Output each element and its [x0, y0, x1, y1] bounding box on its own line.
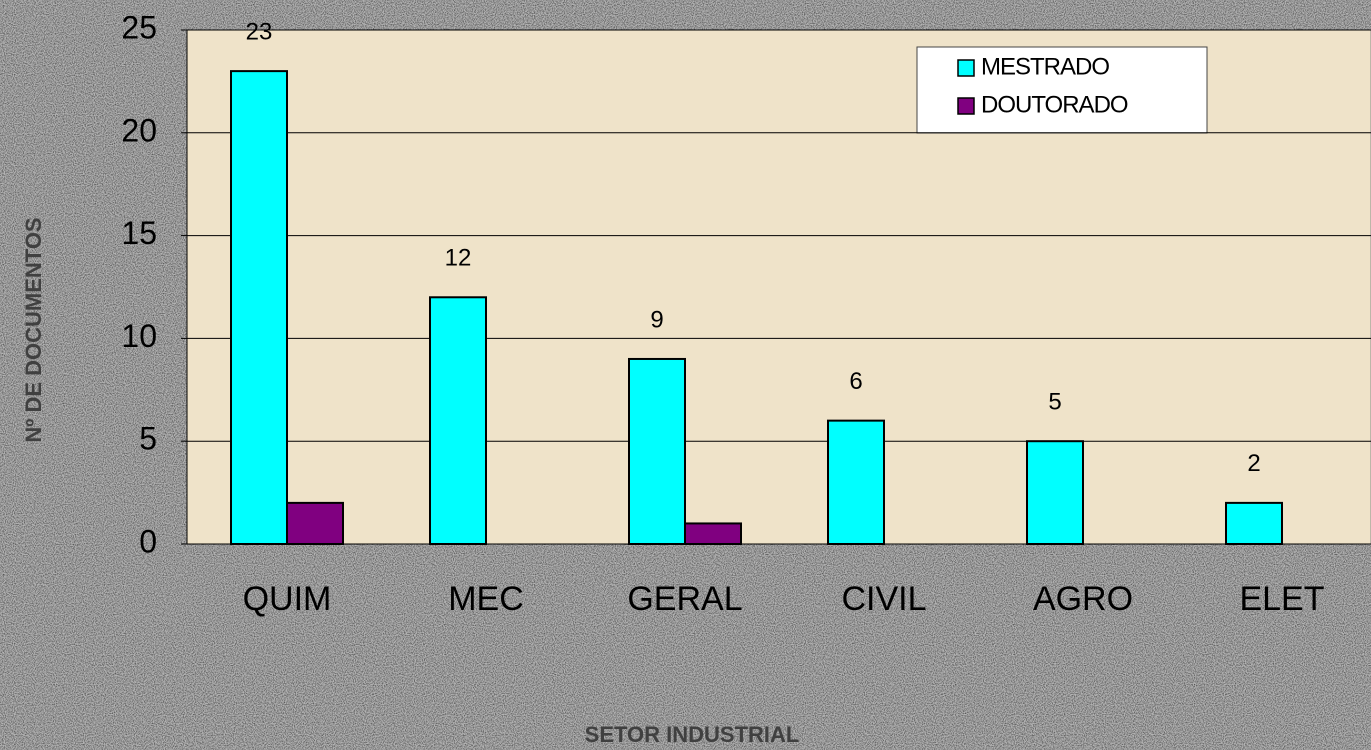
y-tick-label: 25 — [121, 9, 157, 45]
y-tick-label: 20 — [121, 112, 157, 148]
bar — [628, 357, 686, 545]
bar — [827, 419, 885, 546]
x-tick-label: QUIM — [243, 580, 332, 618]
data-label: 2 — [1247, 450, 1260, 477]
legend-swatch — [957, 97, 975, 115]
data-label: 6 — [849, 368, 862, 395]
legend: MESTRADO DOUTORADO — [916, 46, 1208, 134]
bar — [286, 501, 344, 546]
data-label: 23 — [246, 18, 273, 45]
x-tick-label: AGRO — [1033, 580, 1133, 618]
data-label: 9 — [650, 306, 663, 333]
bar — [230, 70, 288, 546]
y-tick-label: 0 — [139, 523, 157, 559]
bar — [1225, 501, 1283, 546]
x-tick-label: MEC — [448, 580, 524, 618]
data-label: 12 — [445, 245, 472, 272]
y-tick-label: 5 — [139, 421, 157, 457]
bar — [1026, 440, 1084, 546]
bar — [429, 296, 487, 545]
x-tick-label: GERAL — [627, 580, 742, 618]
y-axis-label: Nº DE DOCUMENTOS — [21, 217, 46, 442]
y-tick-label: 15 — [121, 215, 157, 251]
x-axis-label: SETOR INDUSTRIAL — [585, 722, 800, 747]
legend-label: MESTRADO — [981, 53, 1109, 80]
legend-label: DOUTORADO — [981, 91, 1128, 118]
legend-swatch — [957, 59, 975, 77]
bar — [684, 522, 742, 546]
x-tick-label: CIVIL — [841, 580, 926, 618]
data-label: 5 — [1048, 389, 1061, 416]
y-tick-label: 10 — [121, 318, 157, 354]
x-tick-label: ELET — [1239, 580, 1324, 618]
